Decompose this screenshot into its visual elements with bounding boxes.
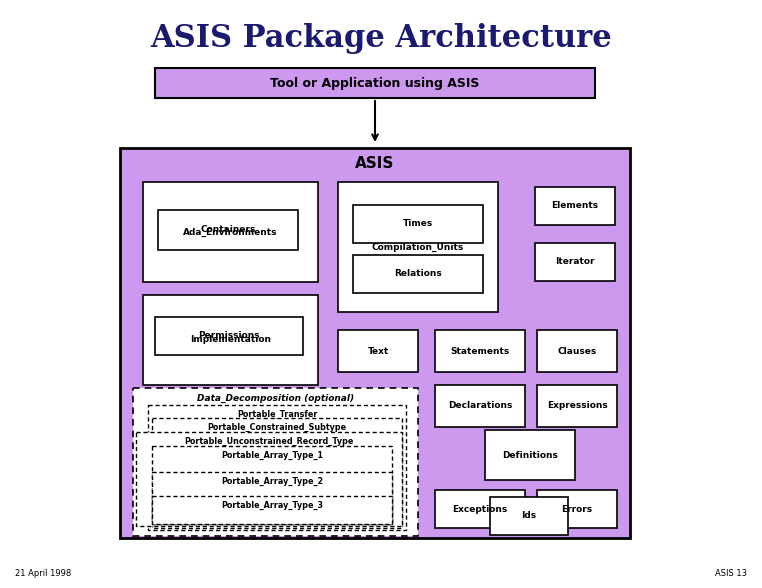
Text: Ids: Ids (521, 512, 536, 520)
Text: Portable_Transfer: Portable_Transfer (237, 409, 317, 419)
Bar (353, 255, 483, 293)
Bar (152, 446, 392, 524)
Text: Times: Times (403, 219, 433, 229)
Text: Tool or Application using ASIS: Tool or Application using ASIS (271, 76, 480, 89)
Bar (155, 317, 303, 355)
Bar (133, 388, 418, 536)
Bar (490, 497, 568, 535)
Text: Expressions: Expressions (546, 402, 607, 410)
Bar (143, 182, 318, 282)
Text: Declarations: Declarations (448, 402, 512, 410)
Bar (535, 187, 615, 225)
Text: Text: Text (367, 346, 389, 356)
Bar (485, 430, 575, 480)
Text: Portable_Array_Type_1: Portable_Array_Type_1 (221, 450, 323, 460)
Bar (143, 295, 318, 385)
Text: Portable_Array_Type_2: Portable_Array_Type_2 (221, 476, 323, 486)
Bar (435, 385, 525, 427)
Text: Ada_Environments: Ada_Environments (183, 228, 278, 236)
Bar (120, 148, 630, 538)
Text: Containers: Containers (200, 226, 256, 235)
Bar (537, 330, 617, 372)
Text: Errors: Errors (562, 505, 593, 513)
Text: Statements: Statements (450, 346, 510, 356)
Text: Elements: Elements (552, 202, 599, 211)
Bar (152, 418, 402, 528)
Bar (535, 243, 615, 281)
Text: ASIS Package Architecture: ASIS Package Architecture (150, 22, 612, 54)
Text: Data_Decomposition (optional): Data_Decomposition (optional) (197, 393, 354, 403)
Text: Iterator: Iterator (555, 258, 595, 266)
Text: Portable_Array_Type_3: Portable_Array_Type_3 (221, 500, 323, 510)
Bar (435, 330, 525, 372)
Text: Portable_Unconstrained_Record_Type: Portable_Unconstrained_Record_Type (184, 436, 354, 446)
Bar (338, 182, 498, 312)
Text: 21 April 1998: 21 April 1998 (15, 569, 72, 578)
Bar (435, 490, 525, 528)
Bar (338, 330, 418, 372)
Bar (155, 68, 595, 98)
Text: Definitions: Definitions (502, 450, 558, 459)
Bar (148, 405, 406, 530)
Bar (152, 496, 392, 524)
Bar (136, 432, 402, 526)
Text: Compilation_Units: Compilation_Units (372, 242, 464, 252)
Bar (152, 472, 392, 524)
Text: Relations: Relations (394, 269, 442, 279)
Text: ASIS 13: ASIS 13 (715, 569, 747, 578)
Bar (537, 490, 617, 528)
Text: Permissions: Permissions (198, 332, 260, 340)
Text: Implementation: Implementation (190, 336, 271, 345)
Text: Exceptions: Exceptions (453, 505, 507, 513)
Text: Portable_Constrained_Subtype: Portable_Constrained_Subtype (207, 422, 347, 432)
Bar (353, 205, 483, 243)
Bar (158, 210, 298, 250)
Text: Clauses: Clauses (557, 346, 597, 356)
Bar (537, 385, 617, 427)
Text: ASIS: ASIS (355, 155, 395, 171)
